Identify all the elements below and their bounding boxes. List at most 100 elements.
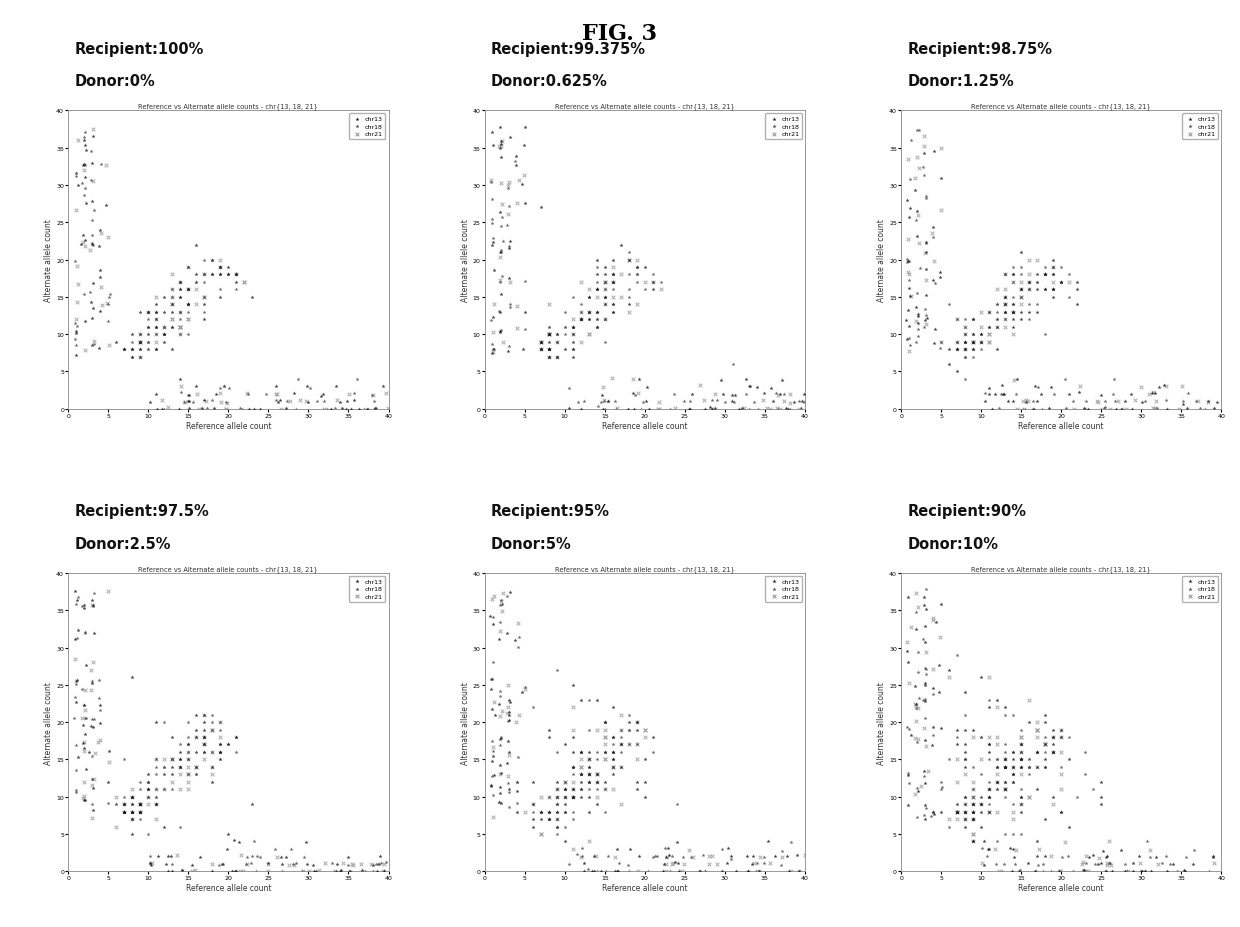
chr21 bbox=[931, 203, 951, 218]
chr18 bbox=[587, 275, 606, 290]
chr13 bbox=[1146, 850, 1166, 865]
chr18 bbox=[317, 402, 337, 417]
chr21 bbox=[1027, 253, 1047, 268]
chr18 bbox=[490, 738, 510, 753]
chr18 bbox=[227, 744, 247, 759]
chr21 bbox=[170, 759, 190, 774]
chr21 bbox=[595, 730, 615, 744]
chr21 bbox=[1145, 402, 1164, 417]
chr21 bbox=[507, 322, 527, 337]
chr13 bbox=[490, 632, 510, 647]
chr13 bbox=[82, 237, 102, 252]
chr21 bbox=[603, 759, 622, 774]
chr13 bbox=[272, 849, 291, 864]
chr18 bbox=[619, 246, 639, 260]
chr13 bbox=[330, 395, 350, 410]
chr13 bbox=[195, 730, 215, 744]
chr18 bbox=[314, 395, 334, 410]
chr21 bbox=[237, 857, 257, 872]
chr13 bbox=[186, 744, 206, 759]
chr13 bbox=[1068, 275, 1087, 290]
chr18 bbox=[179, 767, 198, 781]
chr21 bbox=[899, 344, 919, 359]
chr18 bbox=[82, 749, 102, 764]
chr21 bbox=[563, 775, 583, 790]
chr18 bbox=[947, 342, 967, 357]
chr18 bbox=[603, 744, 622, 759]
chr13 bbox=[971, 797, 991, 812]
chr13 bbox=[1012, 246, 1032, 260]
chr18 bbox=[539, 342, 559, 357]
chr21 bbox=[1019, 253, 1039, 268]
chr18 bbox=[594, 394, 614, 409]
chr13 bbox=[603, 268, 622, 283]
chr21 bbox=[179, 744, 198, 759]
chr13 bbox=[162, 759, 182, 774]
chr18 bbox=[130, 342, 150, 357]
chr13 bbox=[89, 341, 109, 356]
chr21 bbox=[531, 827, 551, 842]
chr13 bbox=[595, 298, 615, 312]
chr13 bbox=[74, 598, 94, 613]
chr13 bbox=[146, 402, 166, 417]
chr13 bbox=[91, 717, 110, 731]
chr21 bbox=[1097, 856, 1117, 870]
chr13 bbox=[170, 372, 190, 387]
chr18 bbox=[570, 298, 590, 312]
chr21 bbox=[195, 290, 215, 305]
chr13 bbox=[563, 782, 583, 797]
chr13 bbox=[916, 288, 936, 303]
chr13 bbox=[603, 752, 622, 767]
chr13 bbox=[539, 342, 559, 357]
chr18 bbox=[963, 805, 983, 819]
chr18 bbox=[1003, 797, 1023, 812]
chr13 bbox=[162, 298, 182, 312]
chr13 bbox=[579, 767, 599, 781]
chr18 bbox=[1012, 744, 1032, 759]
chr18 bbox=[563, 790, 583, 805]
chr13 bbox=[1032, 387, 1052, 401]
chr18 bbox=[620, 864, 640, 879]
chr18 bbox=[579, 775, 599, 790]
chr18 bbox=[1185, 394, 1205, 409]
chr13 bbox=[79, 744, 99, 759]
chr13 bbox=[1035, 759, 1055, 774]
chr13 bbox=[1096, 864, 1116, 879]
chr21 bbox=[1027, 730, 1047, 744]
chr18 bbox=[370, 857, 389, 871]
chr13 bbox=[531, 335, 551, 349]
chr21 bbox=[76, 682, 95, 697]
chr18 bbox=[955, 312, 975, 327]
chr18 bbox=[146, 320, 166, 335]
chr21 bbox=[906, 714, 926, 729]
chr18 bbox=[987, 298, 1007, 312]
chr18 bbox=[987, 782, 1007, 797]
chr13 bbox=[554, 342, 574, 357]
chr18 bbox=[171, 386, 191, 400]
chr18 bbox=[1003, 759, 1023, 774]
chr21 bbox=[497, 678, 517, 692]
chr13 bbox=[915, 797, 935, 812]
chr21 bbox=[1012, 730, 1032, 744]
chr21 bbox=[1003, 305, 1023, 320]
chr21 bbox=[146, 797, 166, 812]
chr21 bbox=[531, 335, 551, 349]
chr18 bbox=[123, 342, 143, 357]
chr13 bbox=[1003, 305, 1023, 320]
chr13 bbox=[791, 394, 811, 409]
chr21 bbox=[202, 857, 222, 871]
chr13 bbox=[619, 715, 639, 730]
chr13 bbox=[955, 752, 975, 767]
chr13 bbox=[593, 402, 613, 417]
chr13 bbox=[139, 767, 159, 781]
chr18 bbox=[547, 797, 567, 812]
chr21 bbox=[980, 327, 999, 342]
chr13 bbox=[563, 342, 583, 357]
chr13 bbox=[1176, 864, 1195, 879]
chr18 bbox=[1019, 759, 1039, 774]
chr21 bbox=[185, 863, 205, 878]
chr13 bbox=[130, 335, 150, 349]
chr21 bbox=[908, 701, 928, 716]
chr13 bbox=[915, 811, 935, 826]
chr13 bbox=[148, 849, 167, 864]
